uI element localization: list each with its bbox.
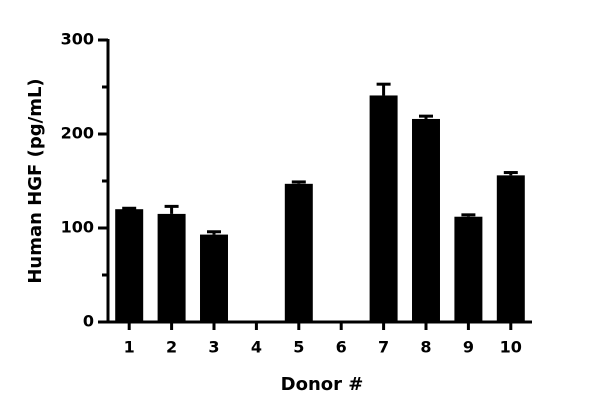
bar xyxy=(412,118,440,323)
bar xyxy=(369,95,398,323)
x-tick-label: 10 xyxy=(500,338,522,357)
y-axis-title: Human HGF (pg/mL) xyxy=(25,78,46,283)
y-tick-label: 0 xyxy=(83,312,94,331)
bar xyxy=(115,209,144,322)
x-tick-label: 4 xyxy=(251,338,262,357)
bar xyxy=(284,183,313,322)
bar xyxy=(454,216,483,322)
x-tick-label: 2 xyxy=(166,338,177,357)
x-tick-label: 1 xyxy=(124,338,135,357)
y-tick-label: 100 xyxy=(61,218,94,237)
bar xyxy=(157,213,186,322)
x-tick-label: 3 xyxy=(208,338,219,357)
x-tick-label: 9 xyxy=(463,338,474,357)
x-axis-title: Donor # xyxy=(281,374,364,395)
bar xyxy=(200,234,228,322)
x-tick-label: 5 xyxy=(293,338,304,357)
y-tick-label: 300 xyxy=(61,30,94,49)
x-tick-label: 8 xyxy=(420,338,431,357)
y-tick-label: 200 xyxy=(61,124,94,143)
x-tick-label: 7 xyxy=(378,338,389,357)
x-tick-label: 6 xyxy=(336,338,347,357)
bar xyxy=(496,175,525,322)
